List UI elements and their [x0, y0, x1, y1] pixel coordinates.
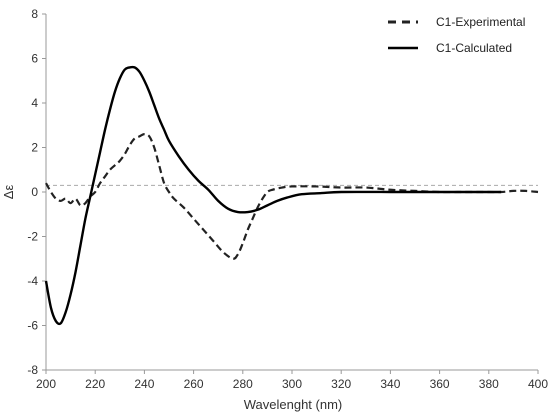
y-tick-label: -4: [27, 274, 38, 288]
legend-label-calculated: C1-Calculated: [436, 41, 512, 55]
x-tick-label: 340: [380, 377, 400, 391]
x-tick-label: 260: [184, 377, 204, 391]
x-axis: 200 220 240 260 280 300 320 340 360 380 400: [36, 369, 548, 391]
x-axis-title: Wavelenght (nm): [244, 397, 343, 412]
y-tick-label: 8: [31, 7, 38, 21]
y-axis-title: Δε: [1, 185, 16, 200]
y-tick-label: 6: [31, 52, 38, 66]
x-tick-label: 360: [430, 377, 450, 391]
y-tick-label: 4: [31, 96, 38, 110]
legend-label-experimental: C1-Experimental: [436, 15, 525, 29]
x-tick-label: 200: [36, 377, 56, 391]
x-tick-label: 220: [85, 377, 105, 391]
x-tick-label: 240: [134, 377, 154, 391]
y-tick-label: -2: [27, 230, 38, 244]
legend: C1-Experimental C1-Calculated: [388, 15, 525, 55]
series-layer: [44, 65, 539, 326]
y-tick-label: -6: [27, 319, 38, 333]
y-tick-label: -8: [27, 363, 38, 377]
x-tick-label: 400: [528, 377, 548, 391]
y-tick-label: 0: [31, 185, 38, 199]
x-tick-label: 320: [331, 377, 351, 391]
series-calculated-line: [44, 65, 502, 326]
series-experimental-line: [45, 133, 539, 260]
x-tick-label: 300: [282, 377, 302, 391]
x-tick-label: 280: [233, 377, 253, 391]
x-tick-label: 380: [479, 377, 499, 391]
y-tick-label: 2: [31, 141, 38, 155]
y-axis: 8 6 4 2 0 -2 -4 -6 -8: [27, 7, 47, 377]
